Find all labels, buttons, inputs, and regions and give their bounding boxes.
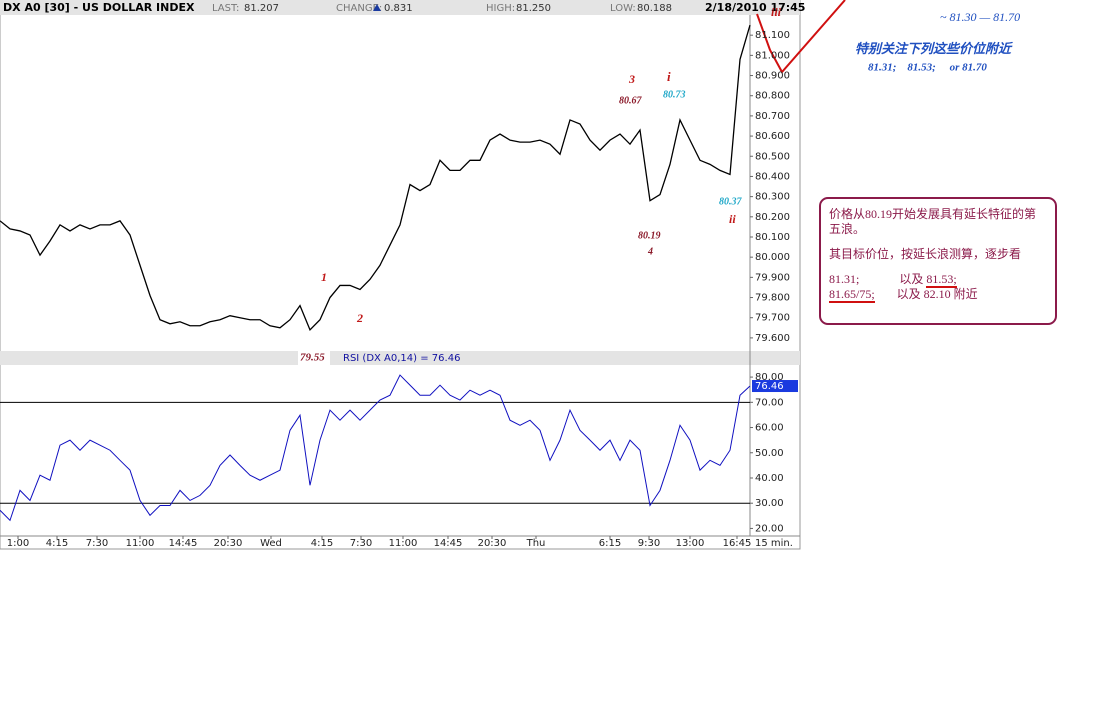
annotation-box: 价格从80.19开始发展具有延长特征的第五浪。 其目标价位，按延长浪测算，逐步看… <box>819 197 1057 325</box>
y-tick-label: 80.900 <box>755 71 790 82</box>
y-tick-label: 80.600 <box>755 131 790 142</box>
y-tick-label: 81.100 <box>755 30 790 41</box>
y-tick-label: 20.00 <box>755 523 784 534</box>
box-text: 价格从80.19开始发展具有延长特征的第五浪。 <box>829 207 1037 236</box>
x-tick-label: 13:00 <box>676 538 705 549</box>
x-tick-label: 11:00 <box>389 538 418 549</box>
change-label: CHANGE: <box>336 3 382 14</box>
y-tick-label: 80.300 <box>755 192 790 203</box>
box-row: 81.65/75; 以及 82.10 附近 <box>829 287 1047 303</box>
x-tick-label: 11:00 <box>126 538 155 549</box>
box-text: 其目标价位，按延长浪测算，逐步看 <box>829 247 1022 261</box>
high-label: HIGH: <box>486 3 515 14</box>
box-text: 以及 <box>899 272 924 286</box>
x-tick-label: 4:15 <box>311 538 333 549</box>
last-label: LAST: <box>212 3 239 14</box>
x-tick-label: 7:30 <box>86 538 108 549</box>
x-tick-label: 7:30 <box>350 538 372 549</box>
level: 81.65/75; <box>829 287 875 303</box>
box-row: 81.31; 以及 81.53; <box>829 272 1047 288</box>
panel-separator <box>0 351 800 365</box>
x-tick-label: 14:45 <box>169 538 198 549</box>
y-tick-label: 81.000 <box>755 50 790 61</box>
wave-label: 80.67 <box>619 95 643 106</box>
price-line <box>0 374 751 522</box>
last-value: 81.207 <box>244 3 279 14</box>
wave-label: 80.19 <box>638 230 661 241</box>
x-tick-label: 20:30 <box>478 538 507 549</box>
note-heading: 特别关注下列这些价位附近 <box>855 41 1014 56</box>
box-text: 以及 82.10 附近 <box>896 287 978 301</box>
y-tick-label: 40.00 <box>755 473 784 484</box>
wave-label: i <box>667 69 671 84</box>
x-tick-label: 6:15 <box>599 538 621 549</box>
wave-label: ii <box>729 212 736 226</box>
chart-frame <box>0 0 801 550</box>
header-bar <box>0 0 800 15</box>
wave-label: 80.73 <box>663 89 686 100</box>
high-value: 81.250 <box>516 3 551 14</box>
x-tick-label: 20:30 <box>214 538 243 549</box>
y-tick-label: 60.00 <box>755 423 784 434</box>
y-tick-label: 70.00 <box>755 397 784 408</box>
y-tick-label: 80.200 <box>755 212 790 223</box>
current-value-box <box>752 380 798 393</box>
y-tick-label: 80.100 <box>755 232 790 243</box>
y-tick-label: 79.700 <box>755 313 790 324</box>
wave-label: 4 <box>647 246 653 257</box>
arrow-line <box>756 0 846 74</box>
y-tick-label: 80.000 <box>755 252 790 263</box>
wave-label: 1 <box>321 270 327 284</box>
wave-label: 79.55 <box>300 352 325 364</box>
price-line <box>0 24 751 331</box>
rsi-title: RSI (DX A0,14) = 76.46 <box>343 353 460 364</box>
up-arrow <box>373 4 381 11</box>
y-tick-label: 50.00 <box>755 448 784 459</box>
y-tick-label: 30.00 <box>755 498 784 509</box>
wave-label: iii <box>771 5 782 19</box>
wave-label: 80.37 <box>719 196 743 207</box>
y-tick-label: 80.700 <box>755 111 790 122</box>
wave-label: 2 <box>356 311 363 325</box>
wave-label: 3 <box>628 72 635 86</box>
y-tick-label: 79.800 <box>755 293 790 304</box>
note-levels: 81.31; 81.53; or 81.70 <box>868 62 987 74</box>
x-tick-label: 16:45 <box>723 538 752 549</box>
x-tick-label: 4:15 <box>46 538 68 549</box>
x-unit: 15 min. <box>755 538 793 549</box>
low-label: LOW: <box>610 3 636 14</box>
y-tick-label: 79.900 <box>755 272 790 283</box>
y-tick-label: 80.400 <box>755 171 790 182</box>
change-value: 0.831 <box>384 3 413 14</box>
y-tick-label: 80.00 <box>755 372 784 383</box>
current-value: 76.46 <box>755 381 784 392</box>
range-note: ~ 81.30 — 81.70 <box>940 10 1020 24</box>
x-tick-label: Thu <box>526 538 546 549</box>
x-tick-label: 9:30 <box>638 538 660 549</box>
x-tick-label: Wed <box>260 538 282 549</box>
level: 81.53; <box>926 272 957 288</box>
datetime: 2/18/2010 17:45 <box>705 1 805 14</box>
x-tick-label: 1:00 <box>7 538 29 549</box>
y-tick-label: 80.800 <box>755 91 790 102</box>
low-value: 80.188 <box>637 3 672 14</box>
level: 81.31; <box>829 272 860 286</box>
y-tick-label: 80.500 <box>755 151 790 162</box>
instrument-title: DX A0 [30] - US DOLLAR INDEX <box>3 1 195 14</box>
label-bg <box>298 351 330 373</box>
y-tick-label: 79.600 <box>755 333 790 344</box>
x-tick-label: 14:45 <box>434 538 463 549</box>
